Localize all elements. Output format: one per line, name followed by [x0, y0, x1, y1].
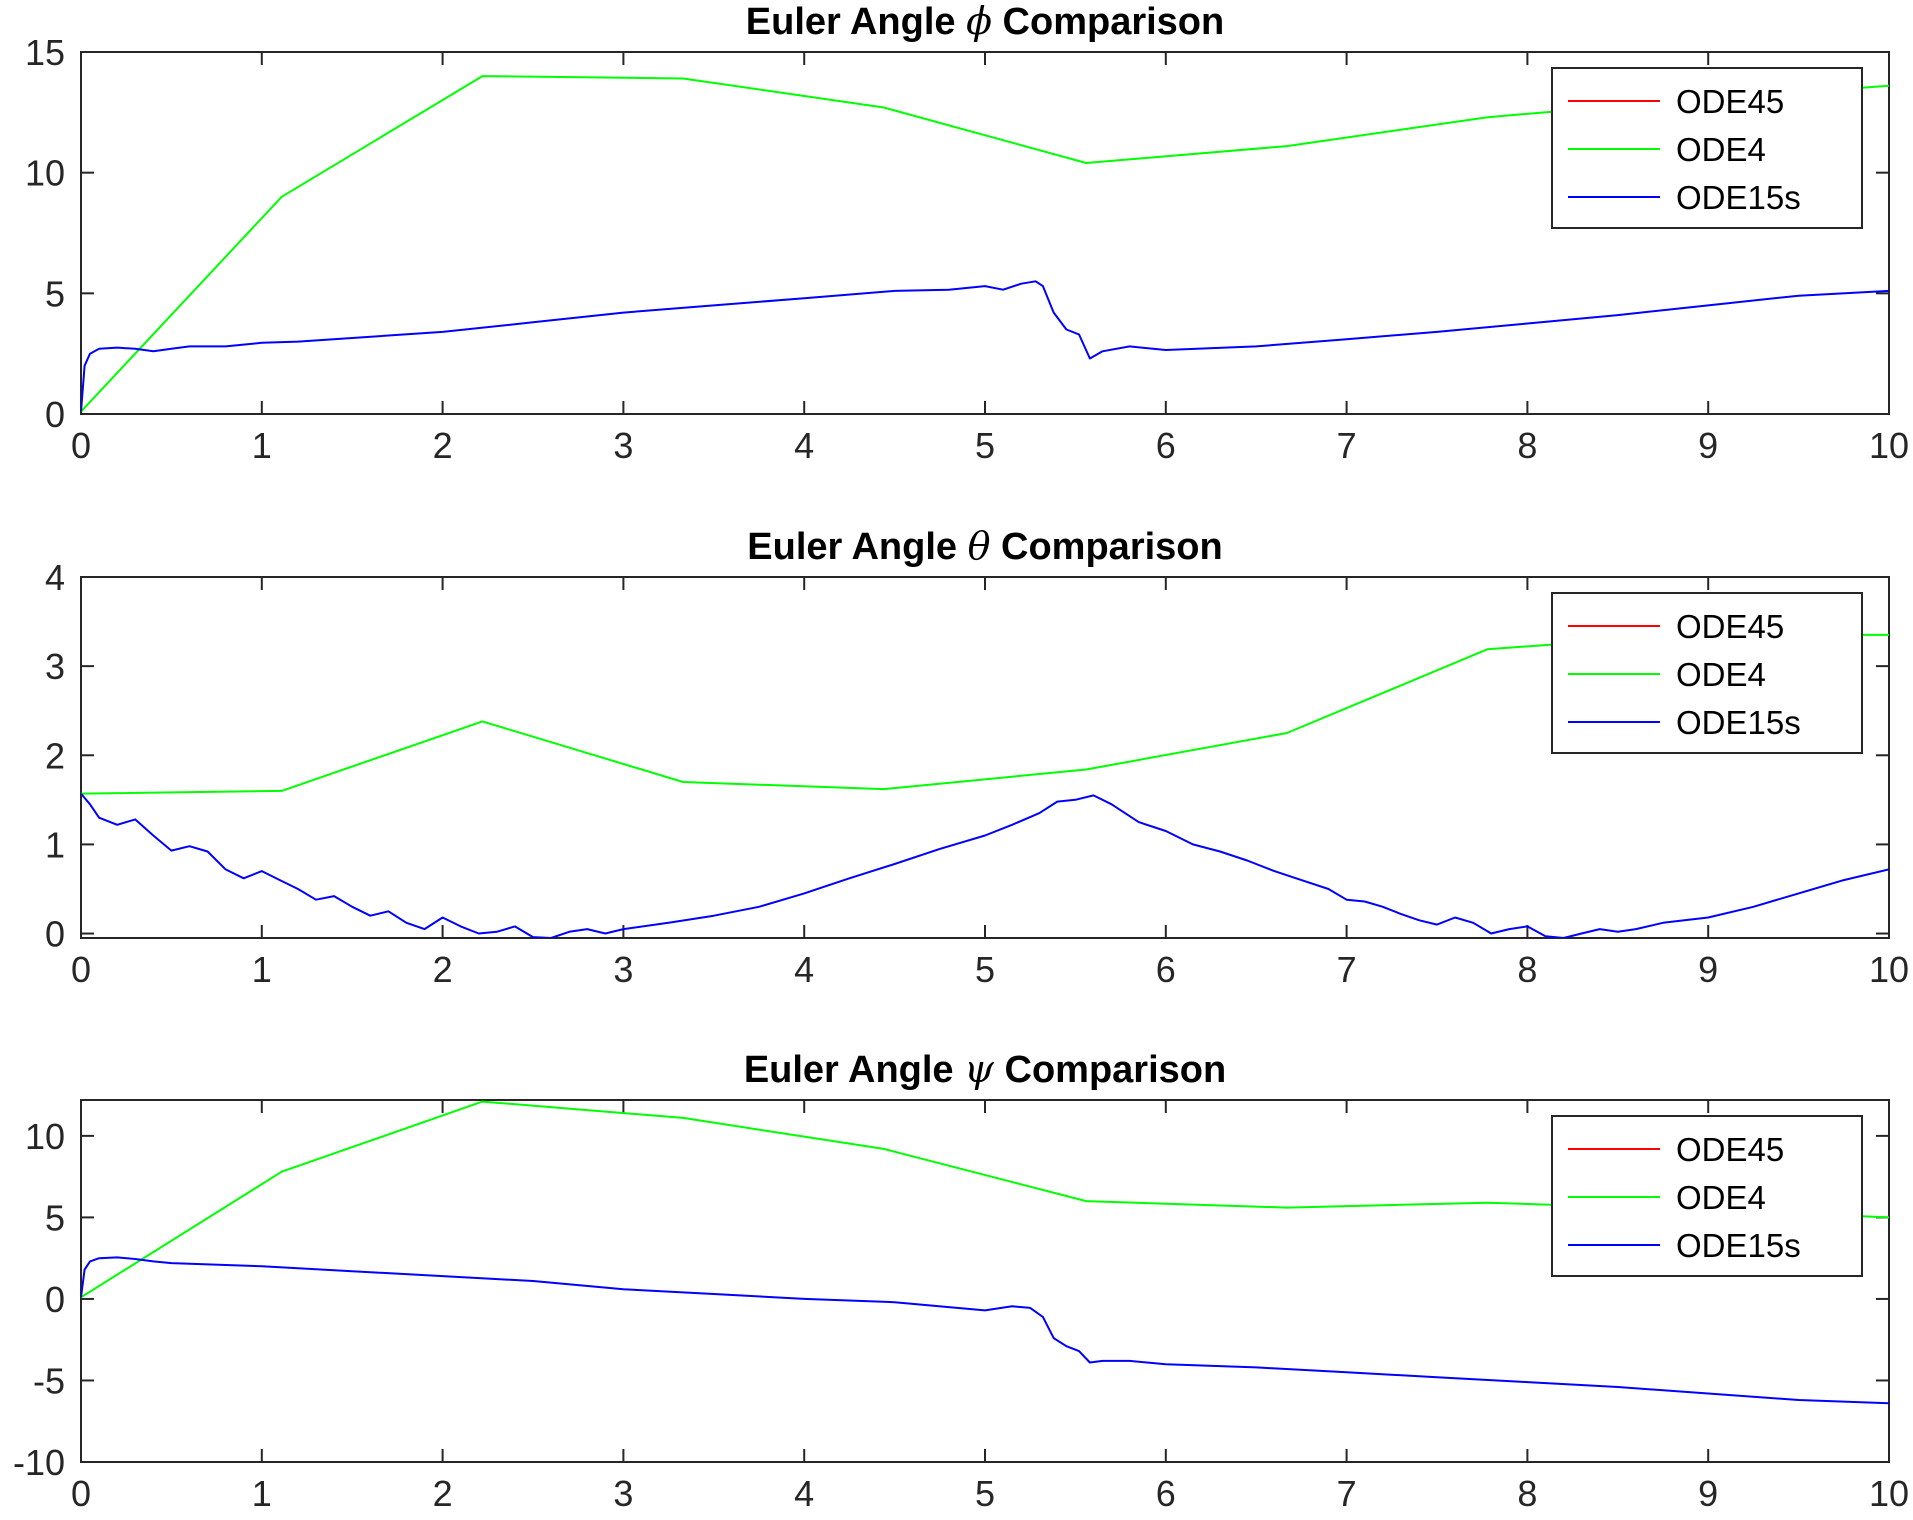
x-tick-label: 8	[1517, 949, 1537, 990]
legend-label: ODE4	[1676, 1179, 1766, 1216]
x-tick-label: 4	[794, 1473, 814, 1514]
y-tick-label: 1	[45, 824, 65, 865]
x-tick-label: 0	[71, 425, 91, 466]
subplot-3: 0 1 2 3 4 5 6 7 8 9 10 -10 -5 0 5 10 Euler Angle ψ Compa…	[13, 1047, 1909, 1514]
x-tick-label: 2	[433, 949, 453, 990]
x-tick-label: 5	[975, 425, 995, 466]
legend-label: ODE45	[1676, 608, 1784, 645]
legend-label: ODE45	[1676, 1131, 1784, 1168]
y-tick-label: 5	[45, 1197, 65, 1238]
title-prefix: Euler Angle	[746, 1, 966, 43]
x-tick-label: 8	[1517, 425, 1537, 466]
x-tick-label: 10	[1869, 425, 1909, 466]
x-tick-label: 7	[1337, 425, 1357, 466]
subplot-2: 0 1 2 3 4 5 6 7 8 9 10 0 1 2 3 4 Euler Angle θ Compariso…	[45, 524, 1909, 990]
y-tick-label: -5	[33, 1360, 65, 1401]
title-suffix: Comparison	[994, 1049, 1226, 1091]
x-tick-label: 4	[794, 425, 814, 466]
y-tick-label: 0	[45, 1279, 65, 1320]
y-tick-label: 0	[45, 914, 65, 955]
x-tick-label: 4	[794, 949, 814, 990]
title-prefix: Euler Angle	[747, 526, 967, 568]
x-tick-label: 6	[1156, 949, 1176, 990]
x-tick-label: 2	[433, 425, 453, 466]
x-tick-label: 8	[1517, 1473, 1537, 1514]
x-tick-label: 3	[613, 1473, 633, 1514]
x-tick-label: 7	[1337, 949, 1357, 990]
x-tick-label: 1	[252, 949, 272, 990]
legend-label: ODE15s	[1676, 1227, 1801, 1264]
legend: ODE45 ODE4 ODE15s	[1551, 1115, 1863, 1277]
series-line-ode15s	[81, 1256, 1889, 1405]
chart-title: Euler Angle ψ Comparison	[744, 1047, 1226, 1091]
x-tick-label: 9	[1698, 949, 1718, 990]
legend: ODE45 ODE4 ODE15s	[1551, 67, 1863, 229]
chart-title: Euler Angle ϕ Comparison	[746, 0, 1224, 43]
legend-label: ODE45	[1676, 83, 1784, 120]
x-tick-label: 0	[71, 1473, 91, 1514]
title-symbol: θ	[968, 524, 991, 568]
x-tick-label: 10	[1869, 1473, 1909, 1514]
chart-title: Euler Angle θ Comparison	[747, 524, 1222, 568]
title-symbol: ψ	[964, 1047, 995, 1091]
legend-label: ODE15s	[1676, 704, 1801, 741]
subplot-1: 0 1 2 3 4 5 6 7 8 9 10 0 5 10 15 Euler Angle ϕ Comparis…	[25, 0, 1909, 466]
x-tick-label: 2	[433, 1473, 453, 1514]
y-tick-label: 3	[45, 646, 65, 687]
x-tick-label: 7	[1337, 1473, 1357, 1514]
x-tick-label: 5	[975, 949, 995, 990]
x-tick-label: 9	[1698, 425, 1718, 466]
series-line-ode15s	[81, 280, 1889, 412]
legend-label: ODE4	[1676, 131, 1766, 168]
x-tick-label: 9	[1698, 1473, 1718, 1514]
x-tick-label: 6	[1156, 1473, 1176, 1514]
x-tick-label: 10	[1869, 949, 1909, 990]
x-tick-label: 6	[1156, 425, 1176, 466]
y-tick-label: 5	[45, 273, 65, 314]
legend: ODE45 ODE4 ODE15s	[1551, 592, 1863, 754]
y-tick-label: 10	[25, 1116, 65, 1157]
x-tick-label: 1	[252, 425, 272, 466]
x-tick-label: 1	[252, 1473, 272, 1514]
x-tick-label: 0	[71, 949, 91, 990]
y-tick-label: 2	[45, 735, 65, 776]
y-tick-label: 0	[45, 394, 65, 435]
title-suffix: Comparison	[990, 526, 1222, 568]
title-prefix: Euler Angle	[744, 1049, 964, 1091]
y-tick-label: 4	[45, 557, 65, 598]
y-tick-label: 15	[25, 32, 65, 73]
y-tick-label: 10	[25, 153, 65, 194]
y-tick-label: -10	[13, 1442, 65, 1483]
title-suffix: Comparison	[992, 1, 1224, 43]
legend-label: ODE15s	[1676, 179, 1801, 216]
x-tick-label: 5	[975, 1473, 995, 1514]
x-tick-label: 3	[613, 949, 633, 990]
x-tick-label: 3	[613, 425, 633, 466]
series-line-ode15s	[81, 792, 1889, 938]
legend-label: ODE4	[1676, 656, 1766, 693]
title-symbol: ϕ	[966, 0, 992, 43]
